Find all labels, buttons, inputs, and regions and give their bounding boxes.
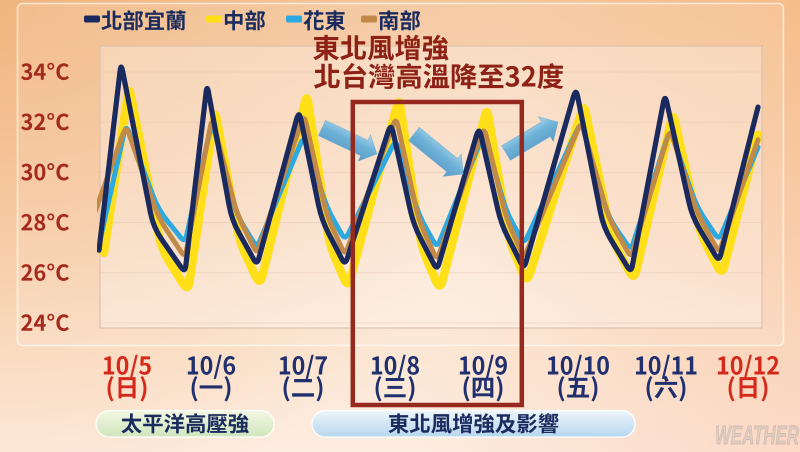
svg-text:WEATHER: WEATHER bbox=[715, 420, 799, 450]
